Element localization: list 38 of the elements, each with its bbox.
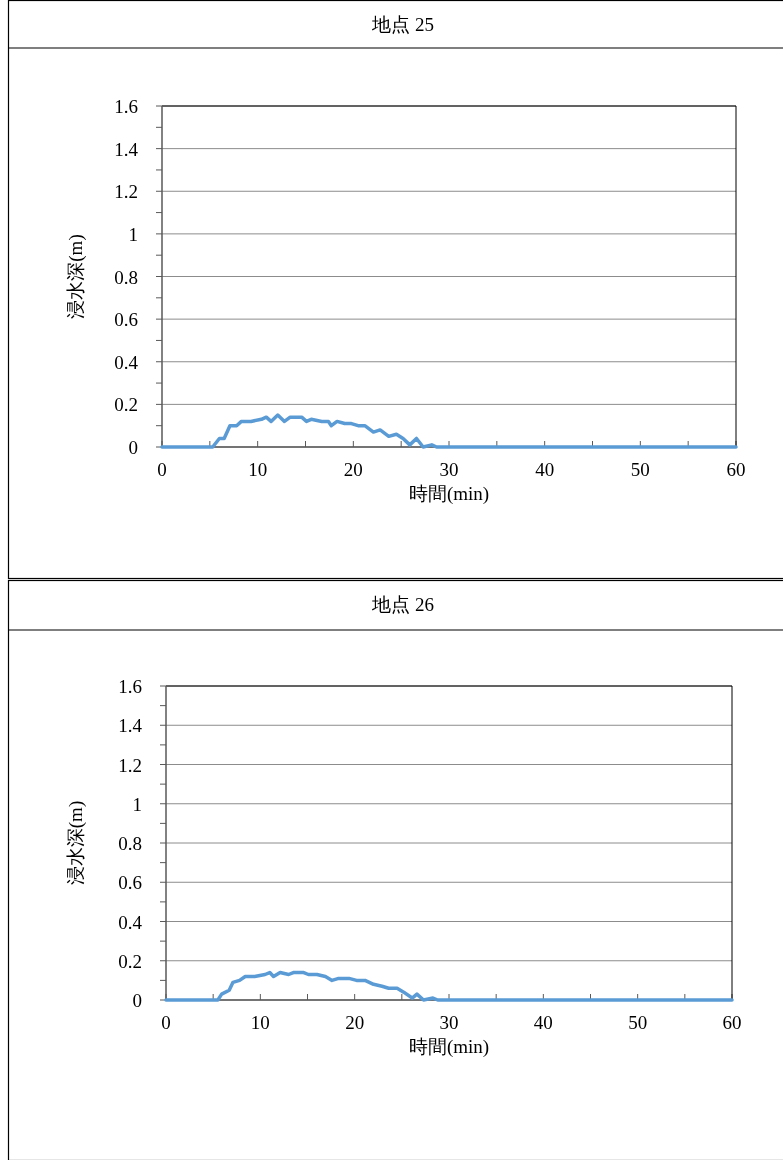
y-tick-label: 0.8 xyxy=(114,266,138,288)
x-tick-label: 30 xyxy=(439,459,459,480)
y-tick-label: 0.2 xyxy=(118,950,142,972)
y-tick-label: 0 xyxy=(128,437,138,458)
x-tick-label: 40 xyxy=(535,459,555,480)
y-tick-label: 1.6 xyxy=(114,96,138,117)
x-tick-label: 50 xyxy=(628,1012,648,1033)
y-tick-label: 0.2 xyxy=(114,394,138,416)
y-tick-label: 1 xyxy=(128,223,138,245)
y-tick-label: 0.4 xyxy=(114,351,139,373)
y-tick-label: 1.4 xyxy=(118,715,143,737)
y-axis-title: 浸水深(m) xyxy=(64,234,87,319)
y-tick-label: 0 xyxy=(132,990,142,1011)
x-tick-label: 20 xyxy=(343,459,363,480)
x-tick-label: 0 xyxy=(161,1012,171,1033)
y-tick-label: 0.4 xyxy=(118,911,143,933)
chart-title: 地点 25 xyxy=(371,14,434,35)
x-tick-label: 30 xyxy=(439,1012,459,1033)
x-tick-label: 60 xyxy=(722,1012,742,1033)
y-tick-label: 1.6 xyxy=(118,676,142,697)
y-tick-label: 1 xyxy=(132,793,142,815)
y-tick-label: 1.2 xyxy=(118,754,142,776)
x-tick-label: 10 xyxy=(248,459,268,480)
x-tick-label: 50 xyxy=(630,459,650,480)
y-tick-label: 1.2 xyxy=(114,181,138,203)
x-axis-title: 時間(min) xyxy=(408,483,490,505)
chart-title: 地点 26 xyxy=(371,594,434,615)
y-tick-label: 0.8 xyxy=(118,833,142,854)
x-axis-title: 時間(min) xyxy=(408,1036,490,1058)
y-tick-label: 1.4 xyxy=(114,138,139,160)
x-tick-label: 60 xyxy=(726,459,746,480)
y-tick-label: 0.6 xyxy=(114,309,138,331)
y-axis-title: 浸水深(m) xyxy=(64,800,87,886)
y-tick-label: 0.6 xyxy=(118,872,142,894)
x-tick-label: 10 xyxy=(250,1012,270,1033)
x-tick-label: 0 xyxy=(157,459,167,480)
x-tick-label: 40 xyxy=(533,1012,553,1033)
x-tick-label: 20 xyxy=(345,1012,365,1033)
